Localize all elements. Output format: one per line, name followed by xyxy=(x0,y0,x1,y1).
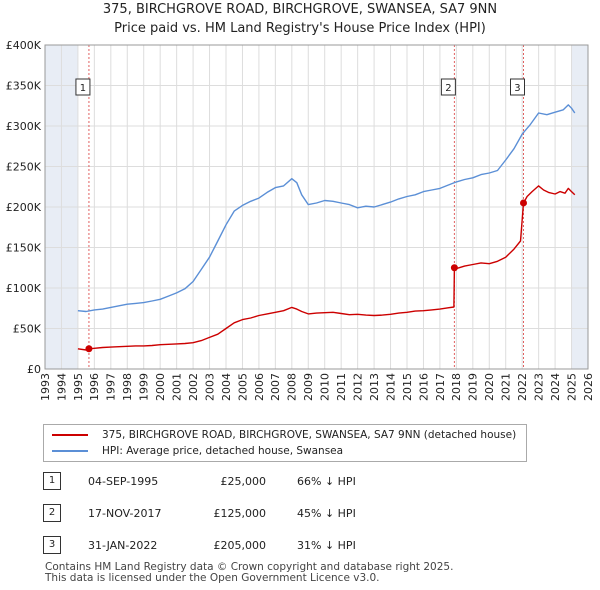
y-tick-label: £300K xyxy=(6,120,42,133)
x-tick-label: 2017 xyxy=(434,373,447,401)
legend-label-hpi: HPI: Average price, detached house, Swan… xyxy=(102,445,344,457)
y-tick-label: £250K xyxy=(6,161,42,174)
chart-title: 375, BIRCHGROVE ROAD, BIRCHGROVE, SWANSE… xyxy=(102,2,498,17)
x-tick-label: 1994 xyxy=(55,373,68,401)
x-tick-label: 2003 xyxy=(203,373,216,401)
x-tick-label: 1998 xyxy=(121,373,134,401)
legend-swatch-price xyxy=(52,434,88,436)
x-tick-label: 2002 xyxy=(187,373,200,401)
x-tick-label: 2005 xyxy=(236,373,249,401)
sale-row: 3 31-JAN-2022 £205,000 31% ↓ HPI xyxy=(0,536,600,558)
legend-item-hpi: HPI: Average price, detached house, Swan… xyxy=(52,443,343,459)
footer-copyright: Contains HM Land Registry data © Crown c… xyxy=(45,561,454,573)
sale-date: 17-NOV-2017 xyxy=(88,507,162,520)
sale-number-label: 1 xyxy=(80,83,86,94)
x-tick-label: 1999 xyxy=(138,373,151,401)
sale-price: £205,000 xyxy=(213,539,267,552)
sale-number-badge: 1 xyxy=(43,472,61,490)
sale-number-box xyxy=(75,78,91,96)
sale-number-box xyxy=(440,78,456,96)
sale-date: 04-SEP-1995 xyxy=(88,475,159,488)
x-tick-label: 2015 xyxy=(401,373,414,401)
y-tick-label: £350K xyxy=(6,80,42,93)
x-tick-label: 2008 xyxy=(286,373,299,401)
x-tick-label: 2011 xyxy=(335,373,348,401)
y-tick-label: £150K xyxy=(6,242,42,255)
x-tick-label: 2000 xyxy=(154,373,167,401)
legend-label-price: 375, BIRCHGROVE ROAD, BIRCHGROVE, SWANSE… xyxy=(102,429,517,441)
x-tick-label: 2020 xyxy=(483,373,496,401)
price-paid-line xyxy=(77,185,576,351)
legend-swatch-hpi xyxy=(52,450,88,452)
footer-licence: This data is licensed under the Open Gov… xyxy=(45,572,380,584)
sale-point-marker xyxy=(519,199,527,207)
sale-number-label: 3 xyxy=(514,83,520,94)
x-tick-label: 2006 xyxy=(253,373,266,401)
x-tick-label: 2012 xyxy=(351,373,364,401)
x-tick-label: 2016 xyxy=(417,373,430,401)
sale-point-marker xyxy=(85,345,93,353)
x-tick-label: 2019 xyxy=(467,373,480,401)
sale-hpi-diff: 31% ↓ HPI xyxy=(297,539,356,552)
sale-point-marker xyxy=(450,264,458,272)
x-tick-label: 1995 xyxy=(72,373,85,401)
sale-number-box xyxy=(509,78,525,96)
x-tick-label: 2018 xyxy=(450,373,463,401)
x-tick-label: 1997 xyxy=(105,373,118,401)
x-tick-label: 2001 xyxy=(170,373,183,401)
x-tick-label: 2024 xyxy=(549,373,562,401)
sale-row: 2 17-NOV-2017 £125,000 45% ↓ HPI xyxy=(0,504,600,526)
y-tick-label: £50K xyxy=(13,323,42,336)
x-tick-label: 2013 xyxy=(368,373,381,401)
y-tick-label: £400K xyxy=(6,39,42,52)
x-tick-label: 1993 xyxy=(39,373,52,401)
sale-hpi-diff: 66% ↓ HPI xyxy=(297,475,356,488)
legend-item-price: 375, BIRCHGROVE ROAD, BIRCHGROVE, SWANSE… xyxy=(52,427,516,443)
x-tick-label: 1996 xyxy=(88,373,101,401)
x-tick-label: 2004 xyxy=(220,373,233,401)
sale-price: £25,000 xyxy=(220,475,267,488)
x-tick-label: 2007 xyxy=(269,373,282,401)
sale-number-label: 2 xyxy=(445,83,451,94)
plot-frame xyxy=(44,44,589,370)
sale-row: 1 04-SEP-1995 £25,000 66% ↓ HPI xyxy=(0,472,600,494)
chart-subtitle: Price paid vs. HM Land Registry's House … xyxy=(114,21,486,36)
x-tick-label: 2023 xyxy=(532,373,545,401)
price-chart: £0 £50K £100K £150K £200K £250K £300K £350K £400… xyxy=(6,39,595,401)
x-tick-label: 2021 xyxy=(500,373,513,401)
y-tick-label: £0 xyxy=(27,363,41,376)
hpi-line xyxy=(77,104,576,313)
x-tick-label: 2009 xyxy=(302,373,315,401)
x-tick-label: 2026 xyxy=(582,373,595,401)
sale-hpi-diff: 45% ↓ HPI xyxy=(297,507,356,520)
x-tick-label: 2014 xyxy=(384,373,397,401)
sale-date: 31-JAN-2022 xyxy=(88,539,158,552)
y-tick-label: £100K xyxy=(6,282,42,295)
sale-price: £125,000 xyxy=(213,507,267,520)
x-tick-label: 2025 xyxy=(565,373,578,401)
x-tick-label: 2022 xyxy=(516,373,529,401)
sale-number-badge: 3 xyxy=(43,536,61,554)
sale-number-badge: 2 xyxy=(43,504,61,522)
x-tick-label: 2010 xyxy=(319,373,332,401)
chart-legend: 375, BIRCHGROVE ROAD, BIRCHGROVE, SWANSE… xyxy=(43,424,527,462)
y-tick-label: £200K xyxy=(6,201,42,214)
